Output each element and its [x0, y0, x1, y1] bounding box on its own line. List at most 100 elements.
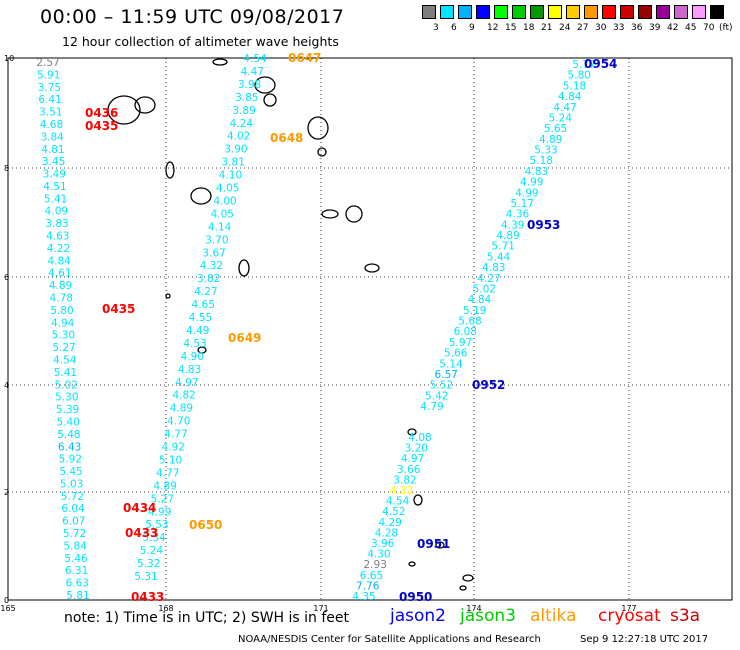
wave-height-value: 3.49 [43, 169, 66, 181]
pass-time-label: 0436 [85, 106, 118, 120]
island-outline [459, 585, 467, 591]
pass-time-label: 0954 [584, 57, 617, 71]
scale-swatch [584, 5, 598, 19]
wave-height-value: 3.98 [238, 79, 261, 91]
pass-time-label: 0952 [472, 378, 505, 392]
pass-time-label: 0435 [85, 119, 118, 133]
wave-height-value: 4.63 [46, 231, 69, 243]
x-tick-label: 171 [313, 604, 328, 613]
wave-height-value: 5.30 [52, 330, 75, 342]
scale-label: 33 [613, 23, 625, 33]
wave-height-value: 2.93 [364, 559, 387, 571]
wave-height-value: 5.53 [145, 519, 168, 531]
wave-height-value: 3.51 [39, 107, 62, 119]
wave-height-value: 5.41 [54, 367, 77, 379]
scale-label: 27 [577, 23, 589, 33]
wave-height-value: 4.84 [468, 294, 492, 306]
y-tick-label: 0 [4, 596, 9, 605]
scale-swatch [674, 5, 688, 19]
wave-height-value: 4.53 [183, 338, 206, 350]
scale-label: 21 [541, 23, 553, 33]
satellite-legend-jason2: jason2 [390, 606, 446, 626]
scale-label: 6 [451, 23, 457, 33]
island-outline [407, 428, 417, 436]
island-outline [165, 161, 175, 179]
wave-height-value: 5.65 [544, 123, 567, 135]
footnote: note: 1) Time is in UTC; 2) SWH is in fe… [64, 610, 350, 626]
island-outline [345, 205, 363, 223]
wave-height-value: 4.83 [525, 166, 548, 178]
scale-label: 9 [469, 23, 475, 33]
wave-height-value: 4.65 [192, 299, 215, 311]
scale-swatch [530, 5, 544, 19]
wave-height-value: 3.89 [232, 105, 255, 117]
wave-height-value: 4.97 [175, 377, 198, 389]
pass-time-label: 0650 [189, 518, 222, 532]
wave-height-value: 4.92 [162, 442, 185, 454]
pass-time-label: 0649 [228, 331, 261, 345]
wave-height-value: 4.99 [515, 187, 538, 199]
island-outline [212, 58, 228, 66]
pass-time-label: 0434 [123, 501, 156, 515]
wave-height-value: 5.44 [487, 251, 511, 263]
wave-height-value: 4.61 [48, 268, 71, 280]
scale-label: 70 [703, 23, 715, 33]
wave-height-value: 4.84 [47, 255, 71, 267]
wave-height-value: 5.18 [563, 80, 586, 92]
wave-height-value: 3.90 [224, 144, 247, 156]
pass-time-label: 0951 [417, 537, 450, 551]
scale-label: 45 [685, 23, 697, 33]
wave-height-value: 4.82 [172, 390, 195, 402]
y-tick-label: 10 [4, 54, 14, 63]
wave-height-value: 3.75 [38, 82, 61, 94]
wave-height-value: 3.82 [197, 273, 220, 285]
scale-swatch [476, 5, 490, 19]
island-outline [413, 494, 423, 506]
wave-height-value: 4.30 [367, 549, 390, 561]
axis-tick-labels: 165 168 171 174 177 0 2 4 6 8 10 [0, 54, 636, 613]
island-outline [317, 147, 327, 157]
scale-swatch [692, 5, 706, 19]
island-outline [107, 95, 141, 125]
island-outline [190, 187, 212, 205]
wave-height-value: 5.41 [44, 193, 67, 205]
wave-height-value: 5.92 [59, 454, 82, 466]
scale-swatch [602, 5, 616, 19]
x-tick-label: 165 [0, 604, 15, 613]
wave-height-value: 5.24 [549, 112, 573, 124]
wave-height-value: 5.72 [63, 528, 86, 540]
island-outline [462, 574, 474, 582]
pass-time-label: 0953 [527, 218, 560, 232]
scale-swatch [422, 5, 436, 19]
wave-height-value: 4.83 [482, 262, 505, 274]
y-tick-label: 2 [4, 488, 9, 497]
pass-time-label: 0433 [125, 526, 158, 540]
wave-height-value: 5.66 [444, 348, 468, 360]
x-tick-label: 177 [621, 604, 636, 613]
wave-height-value: 4.78 [50, 293, 73, 305]
wave-height-value: 5.02 [54, 379, 77, 391]
island-outline [197, 346, 207, 354]
wave-height-value: 6.41 [38, 94, 61, 106]
wave-height-value: 6.07 [62, 516, 85, 528]
scale-label: 30 [595, 23, 607, 33]
satellite-legend-cryosat: cryosat [598, 606, 661, 626]
wave-height-value: 3.20 [405, 443, 428, 455]
wave-height-value: 5.14 [439, 358, 463, 370]
wave-height-value: 6.31 [65, 565, 88, 577]
wave-height-value: 3.66 [397, 464, 421, 476]
wave-height-value: 4.70 [167, 416, 190, 428]
island-outline [165, 293, 171, 299]
wave-height-value: 4.89 [153, 480, 176, 492]
wave-height-value: 4.97 [401, 453, 424, 465]
wave-height-value: 4.35 [352, 591, 375, 603]
scale-label: 15 [505, 23, 517, 33]
scale-label: 3 [433, 23, 439, 33]
wave-height-value: 4.99 [148, 506, 171, 518]
wave-height-value: 5.19 [463, 305, 486, 317]
wave-height-value: 5.91 [37, 69, 60, 81]
wave-height-value: 4.00 [213, 195, 236, 207]
scale-swatch [656, 5, 670, 19]
wave-height-value: 5.18 [530, 155, 553, 167]
wave-height-value: 4.05 [211, 208, 234, 220]
